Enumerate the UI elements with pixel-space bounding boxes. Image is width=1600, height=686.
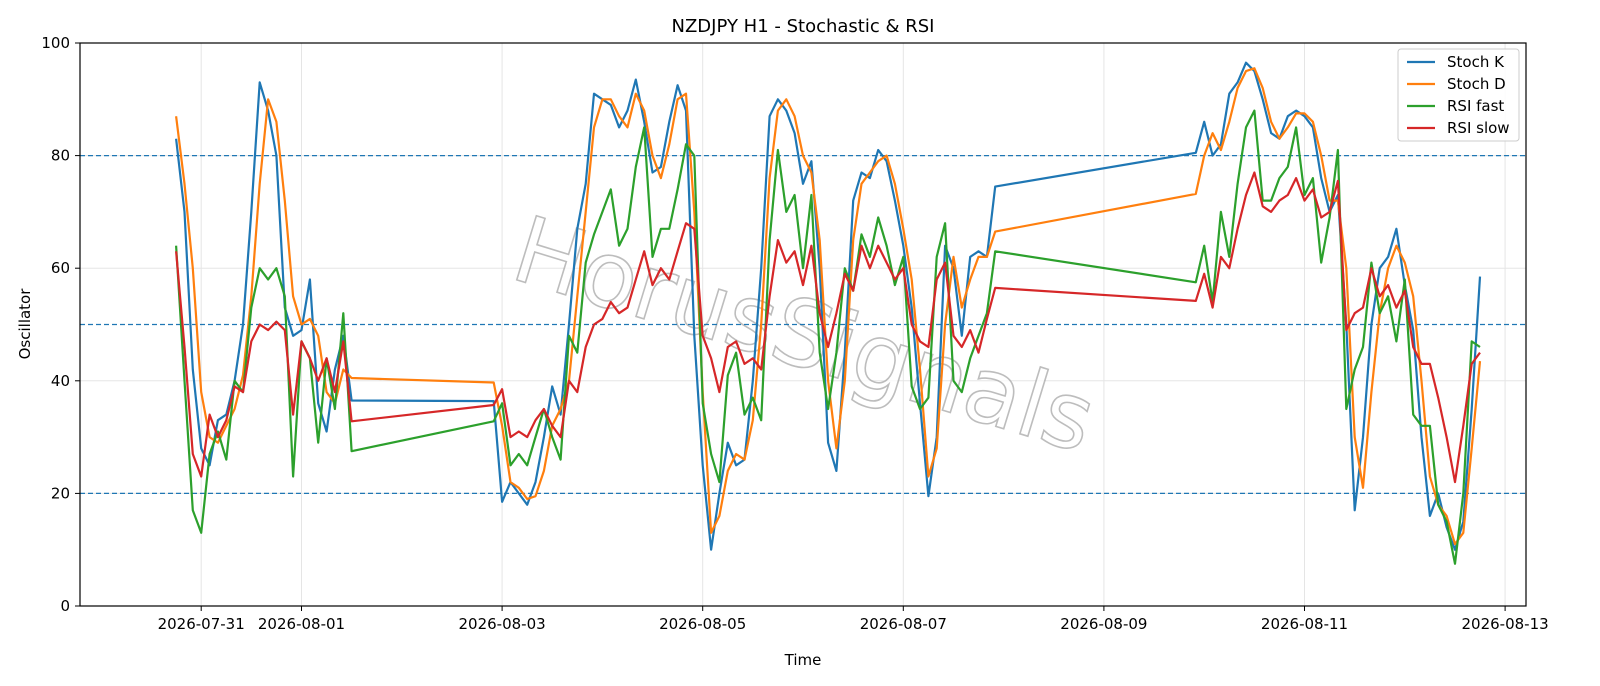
y-axis-label: Oscillator (16, 288, 34, 360)
x-axis-label: Time (784, 651, 822, 669)
x-tick-label: 2026-08-01 (258, 615, 345, 633)
y-tick-label: 60 (51, 259, 70, 277)
legend-label-rsi-slow: RSI slow (1447, 119, 1510, 137)
series-line-stoch-d (175, 67, 1482, 546)
series-lines (175, 61, 1482, 565)
y-tick-label: 40 (51, 372, 70, 390)
y-tick-label: 80 (51, 147, 70, 165)
y-tick-label: 20 (51, 484, 70, 502)
x-tick-label: 2026-07-31 (158, 615, 245, 633)
x-tick-label: 2026-08-03 (459, 615, 546, 633)
axis-ticks: 2026-07-31 2026-08-01 2026-08-03 2026-08-05… (41, 34, 1548, 633)
legend-label-stoch-d: Stoch D (1447, 75, 1506, 93)
chart-title: NZDJPY H1 - Stochastic & RSI (672, 16, 935, 37)
x-tick-label: 2026-08-07 (860, 615, 947, 633)
x-tick-label: 2026-08-05 (659, 615, 746, 633)
legend-box (1397, 48, 1520, 142)
y-tick-label: 100 (41, 34, 70, 52)
legend-label-stoch-k: Stoch K (1447, 53, 1505, 71)
y-tick-label: 0 (60, 597, 70, 615)
x-tick-label: 2026-08-09 (1060, 615, 1147, 633)
legend-label-rsi-fast: RSI fast (1447, 97, 1504, 115)
plot-frame (79, 42, 1527, 607)
x-tick-label: 2026-08-13 (1462, 615, 1549, 633)
series-line-rsi-slow (175, 171, 1481, 484)
legend: Stoch K Stoch D RSI fast RSI slow (1397, 48, 1520, 142)
x-tick-label: 2026-08-11 (1261, 615, 1348, 633)
